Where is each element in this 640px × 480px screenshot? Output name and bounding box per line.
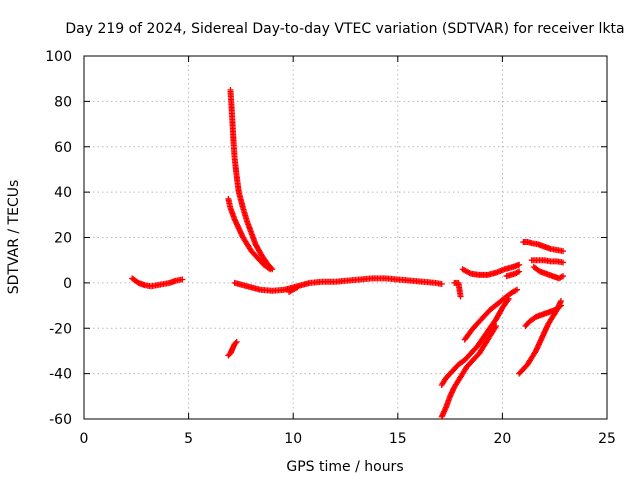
- axis-ticks: [83, 55, 608, 420]
- y-tick-label: 100: [45, 49, 72, 65]
- x-tick-labels: 0 5 10 15 20 25: [80, 431, 616, 447]
- data-point: [505, 295, 512, 302]
- x-tick-label: 10: [284, 431, 302, 447]
- x-tick-label: 25: [598, 431, 616, 447]
- y-tick-label: 40: [54, 185, 72, 201]
- y-tick-label: 20: [54, 231, 72, 247]
- y-tick-label: -40: [49, 367, 72, 383]
- data-point: [560, 259, 567, 266]
- x-tick-label: 5: [184, 431, 193, 447]
- y-tick-label: -60: [49, 412, 72, 428]
- x-axis-label: GPS time / hours: [286, 459, 403, 475]
- y-tick-label: 80: [54, 94, 72, 110]
- data-point: [560, 248, 567, 255]
- data-point: [438, 281, 445, 288]
- track-marker: [556, 303, 563, 310]
- data-points: [129, 87, 567, 420]
- data-point: [516, 261, 523, 268]
- y-tick-label: 60: [54, 140, 72, 156]
- data-point: [557, 302, 564, 309]
- x-tick-label: 15: [389, 431, 407, 447]
- data-point: [267, 266, 274, 273]
- data-point: [294, 284, 301, 291]
- data-point: [179, 276, 186, 283]
- data-point: [233, 338, 240, 345]
- data-point: [493, 322, 500, 329]
- track-marker: [504, 297, 511, 304]
- x-tick-label: 20: [493, 431, 511, 447]
- chart-title: Day 219 of 2024, Sidereal Day-to-day VTE…: [65, 21, 624, 37]
- x-tick-label: 0: [80, 431, 89, 447]
- y-axis-label: SDTVAR / TECUs: [6, 180, 22, 295]
- y-tick-labels: -60 -40 -20 0 20 40 60 80 100: [45, 49, 72, 428]
- y-tick-label: -20: [49, 321, 72, 337]
- data-point: [457, 293, 464, 300]
- track-marker: [265, 265, 272, 272]
- data-point: [516, 268, 523, 275]
- data-point: [560, 273, 567, 280]
- track-marker: [232, 339, 239, 346]
- data-point: [514, 286, 521, 293]
- y-tick-label: 0: [63, 276, 72, 292]
